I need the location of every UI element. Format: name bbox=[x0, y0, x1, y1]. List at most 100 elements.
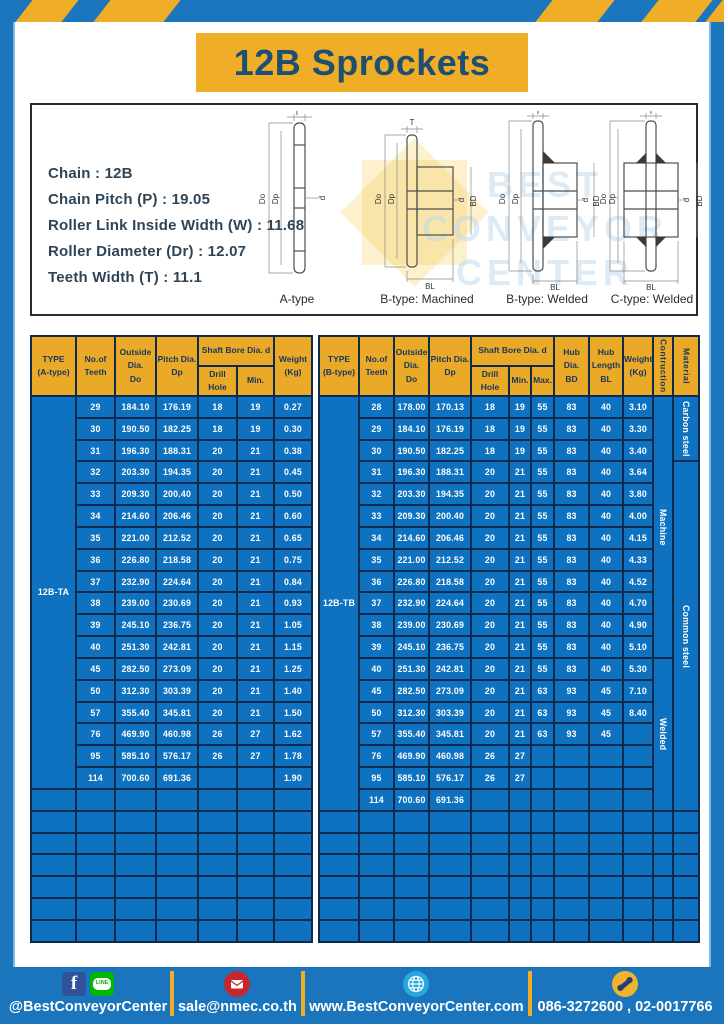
data-cell: 28 bbox=[358, 395, 395, 419]
empty-cell bbox=[235, 831, 276, 856]
data-cell: 214.60 bbox=[393, 525, 430, 550]
page-title-banner: 12B Sprockets bbox=[196, 33, 528, 92]
line-icon[interactable]: LINE bbox=[90, 972, 115, 996]
data-cell: 0.30 bbox=[273, 416, 314, 441]
data-cell: 209.30 bbox=[393, 504, 430, 528]
col-header-type: TYPE (B-type) bbox=[318, 335, 360, 397]
empty-cell bbox=[358, 853, 395, 878]
globe-icon[interactable] bbox=[403, 971, 430, 997]
data-cell: 203.30 bbox=[114, 460, 157, 485]
data-cell: 21 bbox=[235, 678, 276, 703]
data-cell: 221.00 bbox=[114, 525, 157, 550]
data-cell: 40 bbox=[588, 656, 625, 681]
data-cell: 312.30 bbox=[393, 700, 430, 725]
data-cell: 20 bbox=[197, 591, 238, 616]
data-cell: 196.30 bbox=[114, 438, 157, 463]
empty-cell bbox=[114, 809, 157, 834]
watermark-logo bbox=[362, 160, 467, 265]
empty-cell bbox=[588, 831, 625, 856]
empty-cell bbox=[273, 918, 314, 943]
facebook-icon[interactable]: f bbox=[62, 972, 87, 996]
data-cell: 239.00 bbox=[393, 613, 430, 638]
data-cell: 345.81 bbox=[428, 722, 472, 747]
empty-cell bbox=[75, 853, 116, 878]
col-header-material: Material bbox=[672, 335, 701, 397]
material-cell: Carbon steel bbox=[672, 394, 701, 463]
data-cell: 200.40 bbox=[155, 482, 199, 507]
hazard-stripe bbox=[11, 0, 83, 22]
empty-cell bbox=[30, 853, 77, 878]
empty-cell bbox=[622, 809, 655, 834]
data-cell: 20 bbox=[197, 504, 238, 528]
data-cell: 32 bbox=[358, 482, 395, 507]
data-cell: 21 bbox=[235, 613, 276, 638]
table-row: 33 209.30 200.40 20 21 0.50 bbox=[31, 482, 314, 507]
sprocket-diagram-a-type: T Do Dp d A-type bbox=[247, 111, 347, 306]
col-header-weight: Weight (Kg) bbox=[622, 335, 655, 397]
dim-label-do: Do bbox=[374, 193, 383, 204]
data-cell: 236.75 bbox=[428, 635, 472, 659]
data-cell bbox=[235, 766, 276, 790]
data-cell: 45 bbox=[588, 678, 625, 703]
table-row: 45 282.50 273.09 20 21 63 93 45 7.10 bbox=[319, 678, 699, 703]
footer-phone-numbers[interactable]: 086-3272600 , 02-0017766 bbox=[537, 999, 713, 1015]
data-cell: 3.30 bbox=[622, 416, 655, 441]
data-cell: 21 bbox=[235, 591, 276, 616]
empty-cell bbox=[75, 897, 116, 921]
table-row: 50 312.30 303.39 20 21 63 93 45 8.40 bbox=[319, 700, 699, 725]
table-row: 12B-TA 29 184.10 176.19 18 19 0.27 bbox=[30, 395, 314, 790]
footer-divider bbox=[170, 971, 175, 1016]
dim-label-t: T bbox=[649, 111, 654, 116]
data-cell: 57 bbox=[75, 700, 116, 725]
data-cell: 20 bbox=[470, 460, 510, 485]
data-cell bbox=[529, 787, 556, 812]
footer-social-handle[interactable]: @BestConveyorCenter bbox=[8, 999, 168, 1015]
data-cell bbox=[622, 744, 655, 769]
empty-cell bbox=[553, 897, 591, 921]
data-cell: 206.46 bbox=[428, 525, 472, 550]
footer-website-url[interactable]: www.BestConveyorCenter.com bbox=[309, 999, 524, 1015]
table-row: 31 196.30 188.31 20 21 55 83 40 3.64 Common steel bbox=[319, 460, 701, 812]
footer-email-address[interactable]: sale@nmec.co.th bbox=[177, 999, 297, 1015]
empty-cell bbox=[470, 897, 510, 921]
data-cell: 21 bbox=[508, 525, 532, 550]
empty-cell bbox=[197, 853, 238, 878]
dim-label-do: Do bbox=[258, 193, 267, 204]
empty-cell bbox=[470, 831, 510, 856]
data-cell: 20 bbox=[197, 547, 238, 572]
data-cell: 3.10 bbox=[622, 395, 655, 419]
data-cell: 19 bbox=[235, 395, 276, 419]
data-cell: 21 bbox=[508, 504, 532, 528]
data-cell: 0.60 bbox=[273, 504, 314, 528]
empty-cell bbox=[553, 831, 591, 856]
data-cell: 209.30 bbox=[114, 482, 157, 507]
data-cell: 251.30 bbox=[114, 635, 157, 659]
data-cell: 55 bbox=[529, 482, 556, 507]
data-cell: 20 bbox=[197, 569, 238, 594]
empty-cell bbox=[75, 787, 116, 812]
data-cell: 1.90 bbox=[273, 766, 314, 790]
data-cell: 40 bbox=[588, 438, 625, 463]
data-cell bbox=[553, 766, 591, 790]
empty-cell bbox=[318, 809, 360, 834]
data-cell: 55 bbox=[529, 504, 556, 528]
empty-cell bbox=[652, 897, 675, 921]
empty-cell bbox=[197, 831, 238, 856]
footer-social: f LINE @BestConveyorCenter bbox=[6, 967, 170, 1024]
empty-table-row bbox=[30, 787, 314, 812]
hazard-stripe bbox=[637, 0, 717, 22]
empty-cell bbox=[672, 853, 701, 878]
data-cell: 38 bbox=[75, 591, 116, 616]
spec-line: Roller Link Inside Width (W) : 11.68 bbox=[48, 217, 305, 234]
dim-label-t: T bbox=[410, 118, 415, 127]
empty-cell bbox=[114, 897, 157, 921]
data-cell bbox=[508, 787, 532, 812]
email-icon[interactable] bbox=[224, 971, 251, 997]
data-cell: 224.64 bbox=[155, 569, 199, 594]
data-cell: 232.90 bbox=[393, 591, 430, 616]
empty-table-row bbox=[30, 897, 314, 921]
empty-table-row bbox=[30, 875, 314, 900]
phone-icon[interactable] bbox=[612, 971, 639, 997]
page-border-left bbox=[0, 22, 15, 1024]
table-row: 114 700.60 691.36 bbox=[319, 787, 699, 812]
